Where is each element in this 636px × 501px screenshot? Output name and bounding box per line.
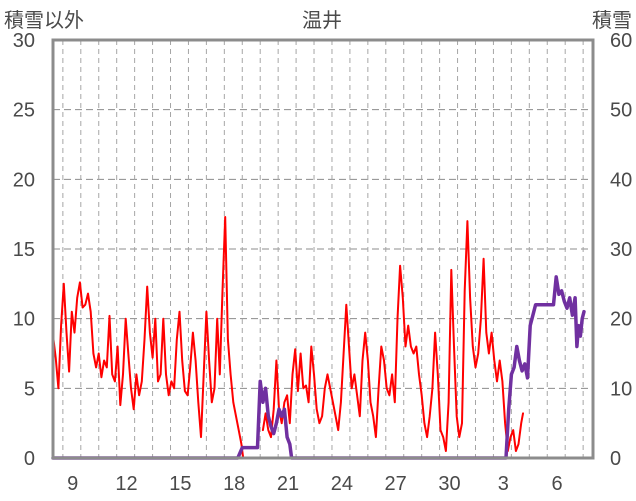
y-right-tick-label: 0	[610, 448, 621, 470]
vertical-gridlines	[62, 40, 584, 458]
y-right-tick-label: 10	[610, 378, 632, 400]
chart-title: 温井	[302, 8, 342, 32]
y-left-tick-label: 20	[13, 169, 35, 191]
x-tick-labels: 9 12 15 18 21 24 27 30 3 6	[67, 473, 563, 495]
x-tick-label: 30	[438, 473, 460, 495]
y-right-tick-label: 30	[610, 239, 632, 261]
y-right-tick-label: 20	[610, 309, 632, 331]
y-left-axis-label: 積雪以外	[4, 8, 84, 32]
x-tick-label: 21	[277, 473, 299, 495]
y-left-tick-label: 15	[13, 239, 35, 261]
y-right-tick-label: 40	[610, 169, 632, 191]
x-tick-label: 6	[552, 473, 563, 495]
x-tick-label: 12	[115, 473, 137, 495]
x-tick-label: 18	[223, 473, 245, 495]
x-tick-label: 24	[331, 473, 353, 495]
x-tick-label: 27	[385, 473, 407, 495]
y-left-tick-label: 25	[13, 100, 35, 122]
x-tick-label: 15	[169, 473, 191, 495]
x-tick-label: 3	[498, 473, 509, 495]
y-left-tick-label: 30	[13, 30, 35, 52]
plot-area-frame	[51, 38, 595, 460]
horizontal-gridlines	[53, 109, 593, 389]
non-snow-line-1	[261, 220, 524, 452]
y-left-tick-label: 10	[13, 309, 35, 331]
y-right-tick-label: 50	[610, 100, 632, 122]
x-tick-label: 9	[67, 473, 78, 495]
y-left-tick-label: 0	[24, 448, 35, 470]
y-left-tick-label: 5	[24, 378, 35, 400]
y-right-tick-label: 60	[610, 30, 632, 52]
series-layer	[51, 216, 586, 460]
y-right-axis-label: 積雪	[592, 8, 632, 32]
snow-depth-line	[51, 275, 586, 460]
y-right-tick-labels: 0 10 20 30 40 50 60	[610, 30, 632, 470]
y-left-tick-labels: 0 5 10 15 20 25 30	[13, 30, 35, 470]
non-snow-line-0	[52, 216, 245, 459]
